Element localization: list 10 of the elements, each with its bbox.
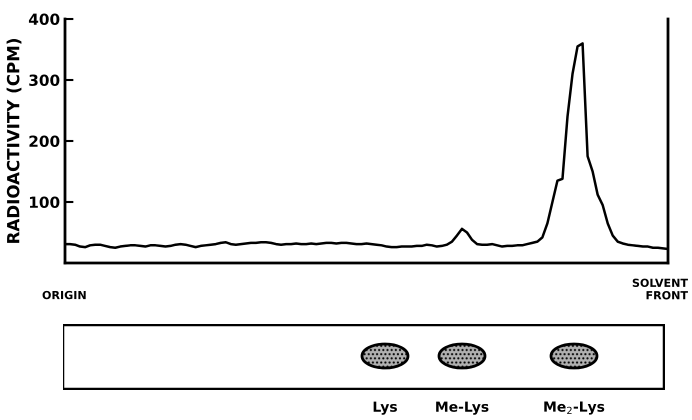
- text: Me$_{2}$-Lys: [544, 402, 604, 415]
- y-tick-label: 400: [28, 13, 60, 26]
- y-tick-label: 200: [29, 135, 60, 148]
- text: Lys: [374, 402, 397, 415]
- text: Me-Lys: [436, 402, 488, 415]
- y-tick-label: 300: [29, 74, 60, 86]
- text: ORIGIN: [42, 290, 86, 300]
- y-tick-label: 100: [30, 196, 60, 208]
- text: SOLVENT FRONT: [632, 278, 688, 300]
- y-axis-title: RADIOACTIVITY (CPM): [6, 39, 22, 243]
